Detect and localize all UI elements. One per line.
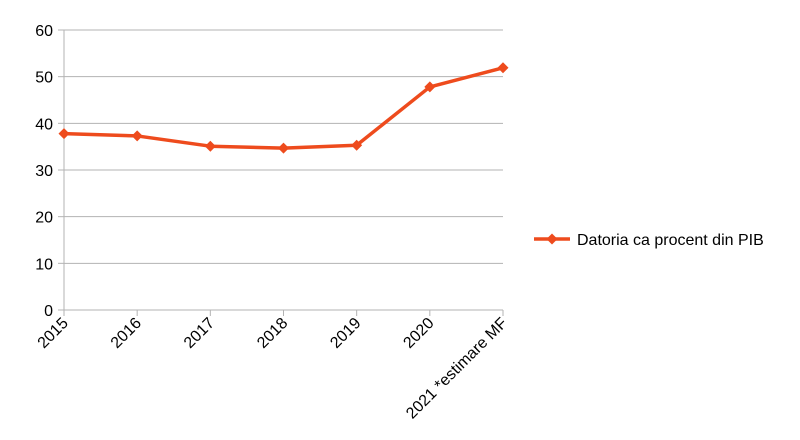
y-tick-label: 10 bbox=[35, 256, 53, 273]
series-group bbox=[58, 62, 509, 154]
data-point-marker bbox=[278, 142, 289, 154]
data-point-marker bbox=[424, 81, 436, 93]
legend-marker-swatch bbox=[546, 233, 558, 245]
y-tick-label: 50 bbox=[35, 70, 53, 87]
y-tick-label: 0 bbox=[44, 303, 53, 320]
x-tick-label: 2018 bbox=[254, 315, 291, 352]
y-tick-label: 20 bbox=[35, 210, 53, 227]
x-tick-label: 2015 bbox=[35, 315, 72, 352]
data-point-marker bbox=[58, 128, 70, 140]
x-tick-label: 2020 bbox=[400, 315, 437, 352]
legend-label: Datoria ca procent din PIB bbox=[577, 232, 764, 249]
data-point-marker bbox=[204, 140, 216, 152]
x-tick-label: 2016 bbox=[108, 315, 145, 352]
y-axis-ticks: 0 10 20 30 40 50 60 bbox=[35, 23, 64, 320]
x-tick-label: 2019 bbox=[327, 315, 364, 352]
y-tick-label: 30 bbox=[35, 163, 53, 180]
series-line bbox=[62, 66, 505, 150]
x-tick-label: 2017 bbox=[181, 315, 218, 352]
y-tick-label: 60 bbox=[35, 23, 53, 40]
legend: Datoria ca procent din PIB bbox=[534, 232, 764, 249]
grid-lines bbox=[64, 29, 503, 311]
y-tick-label: 40 bbox=[35, 116, 53, 133]
data-point-marker bbox=[351, 139, 363, 151]
data-point-marker bbox=[497, 62, 509, 74]
data-point-marker bbox=[131, 130, 143, 142]
